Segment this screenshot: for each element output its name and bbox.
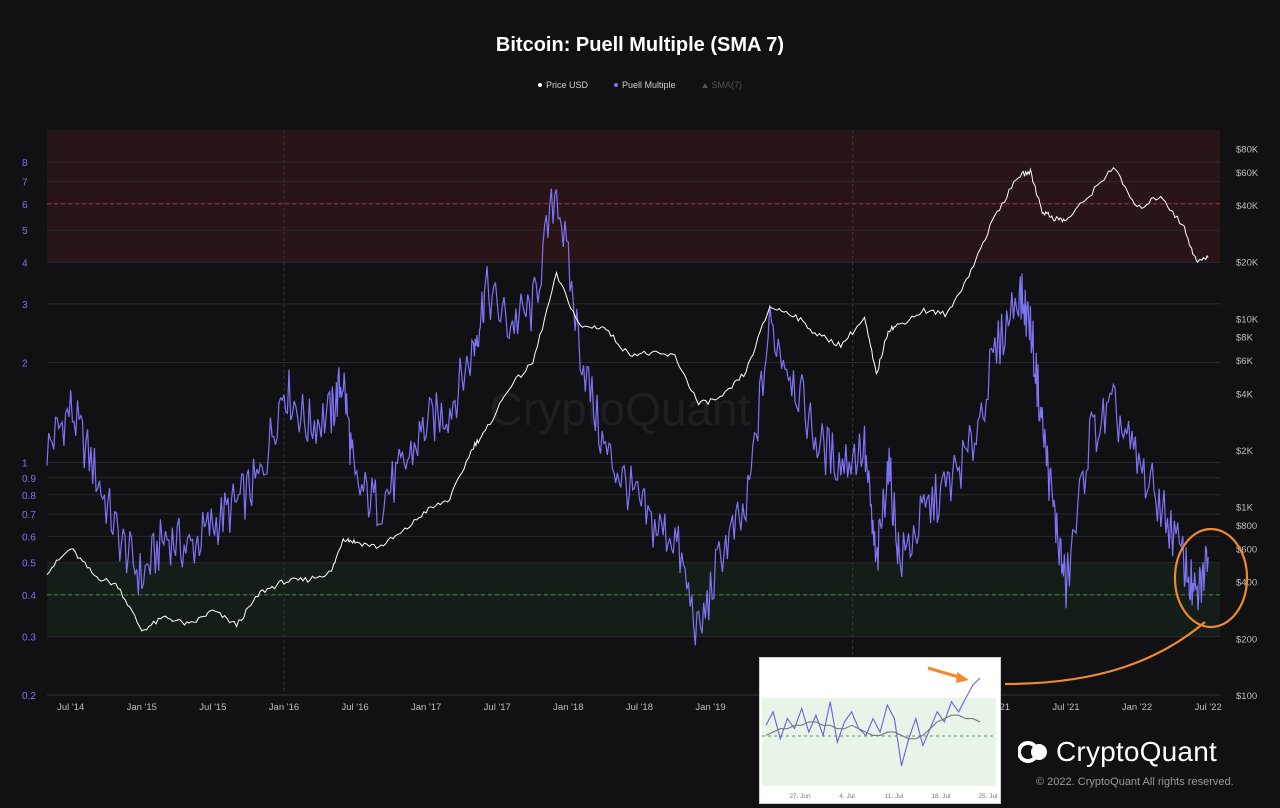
inset-line-puell <box>765 677 981 766</box>
legend-item-puell[interactable]: Puell Multiple <box>613 80 676 90</box>
legend-label-puell: Puell Multiple <box>621 80 676 90</box>
brand-name: CryptoQuant <box>1056 736 1217 767</box>
series-line-price-usd <box>46 166 1209 632</box>
x-tick-label: Jan '17 <box>411 702 441 713</box>
y-right-tick-label: $1K <box>1236 503 1254 514</box>
legend-label-price: Price USD <box>545 80 588 90</box>
y-left-tick-label: 7 <box>22 178 28 189</box>
x-tick-label: Jul '16 <box>341 702 368 713</box>
y-left-tick-label: 0.9 <box>22 474 36 485</box>
brand-logo: CryptoQuant <box>1018 736 1217 768</box>
inset-line-sma <box>765 714 981 740</box>
y-left-tick-label: 0.7 <box>22 510 36 521</box>
y-right-tick-label: $200 <box>1236 634 1257 645</box>
inset-x-tick-label: 11. Jul <box>885 793 904 800</box>
y-left-tick-label: 0.2 <box>22 691 36 702</box>
series-line-puell-multiple <box>46 188 1209 646</box>
inset-zoom-chart: 27. Jun 4. Jul 11. Jul 18. Jul 25. Jul <box>759 657 1001 804</box>
legend-dot-icon <box>613 83 618 87</box>
band-overheated <box>47 130 1220 263</box>
inset-x-tick-label: 27. Jun <box>789 793 811 800</box>
x-tick-label: Jul '14 <box>57 702 84 713</box>
y-right-tick-label: $60K <box>1236 168 1259 179</box>
inset-x-tick-label: 18. Jul <box>931 793 951 800</box>
x-tick-label: Jul '18 <box>626 702 653 713</box>
y-left-tick-label: 0.8 <box>22 491 36 502</box>
y-right-tick-label: $4K <box>1236 389 1254 400</box>
y-left-tick-label: 3 <box>22 300 28 311</box>
y-left-tick-label: 0.4 <box>22 591 36 602</box>
y-right-tick-label: $40K <box>1236 201 1259 212</box>
y-left-tick-label: 2 <box>22 358 28 369</box>
y-right-tick-label: $20K <box>1236 258 1259 269</box>
x-tick-label: Jul '22 <box>1195 702 1222 713</box>
x-tick-label: Jul '15 <box>199 702 226 713</box>
x-tick-label: Jan '22 <box>1122 702 1152 713</box>
watermark-text: CryptoQuant <box>490 383 751 435</box>
y-left-tick-label: 0.3 <box>22 632 36 643</box>
legend-label-sma: SMA(7) <box>711 80 743 90</box>
legend-item-sma[interactable]: SMA(7) <box>701 80 743 90</box>
y-left-tick-label: 8 <box>22 158 28 169</box>
x-tick-label: Jan '19 <box>695 702 725 713</box>
chart-legend: Price USD Puell Multiple SMA(7) <box>0 80 1280 90</box>
band-undervalued <box>47 562 1220 637</box>
highlight-circle <box>1173 527 1249 629</box>
y-right-tick-label: $10K <box>1236 314 1259 325</box>
x-tick-label: Jan '18 <box>553 702 583 713</box>
y-right-tick-label: $600 <box>1236 544 1257 555</box>
y-right-tick-label: $8K <box>1236 333 1254 344</box>
inset-x-tick-label: 25. Jul <box>978 793 998 800</box>
inset-plot: 27. Jun 4. Jul 11. Jul 18. Jul 25. Jul <box>762 666 998 800</box>
x-tick-label: Jul '21 <box>1052 702 1079 713</box>
inset-arrow-shaft <box>927 666 963 680</box>
copyright-text: © 2022. CryptoQuant All rights reserved. <box>1036 776 1234 788</box>
cryptoquant-logo-icon <box>1018 741 1047 763</box>
y-right-tick-label: $100 <box>1236 691 1257 702</box>
y-right-tick-label: $6K <box>1236 356 1254 367</box>
inset-x-tick-label: 4. Jul <box>839 793 855 800</box>
legend-item-price[interactable]: Price USD <box>537 80 588 90</box>
legend-dot-icon <box>537 83 542 87</box>
x-tick-label: Jul '17 <box>484 702 511 713</box>
y-left-tick-label: 0.6 <box>22 532 36 543</box>
y-right-tick-label: $80K <box>1236 144 1259 155</box>
y-left-tick-label: 0.5 <box>22 559 36 570</box>
y-left-tick-label: 4 <box>22 258 28 269</box>
y-left-tick-label: 6 <box>22 200 28 211</box>
inset-arrow-icon <box>956 672 969 683</box>
inset-band <box>762 698 996 786</box>
chart-title: Bitcoin: Puell Multiple (SMA 7) <box>495 34 785 56</box>
x-tick-label: Jan '16 <box>269 702 299 713</box>
y-right-tick-label: $800 <box>1236 521 1257 532</box>
x-tick-label: Jan '15 <box>127 702 157 713</box>
y-right-tick-label: $2K <box>1236 446 1254 457</box>
highlight-connector <box>1004 621 1206 686</box>
y-left-tick-label: 5 <box>22 226 28 237</box>
legend-triangle-icon <box>701 82 708 88</box>
y-left-tick-label: 1 <box>22 459 28 470</box>
